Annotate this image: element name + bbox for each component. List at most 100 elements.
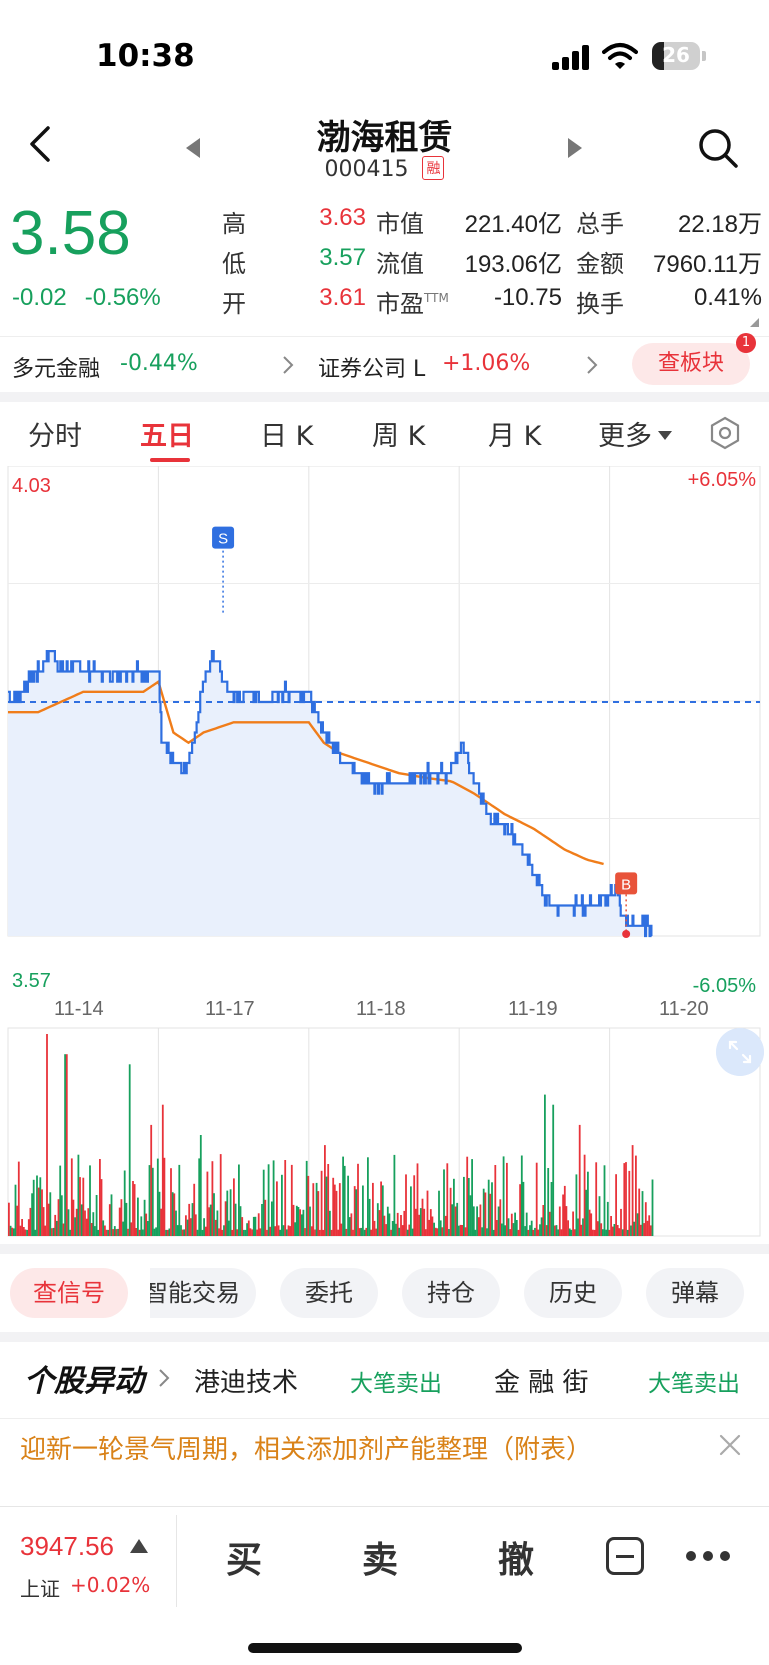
volume-bar [343, 1165, 346, 1236]
volume-bar [59, 1165, 62, 1236]
volume-bar [69, 1229, 71, 1236]
volume-bar [60, 1195, 63, 1236]
volume-bar [208, 1207, 210, 1236]
next-stock-icon[interactable] [566, 138, 584, 158]
volume-bar [491, 1182, 493, 1236]
volume-bar [426, 1190, 429, 1236]
tab-weekly-k[interactable]: 周 K [372, 421, 426, 452]
tab-daily-k[interactable]: 日 K [260, 421, 314, 452]
volume-bar [438, 1190, 440, 1236]
search-icon[interactable] [696, 126, 740, 170]
price-chart[interactable]: S B 4.03 3.57 +6.05% -6.05% 11-14 [0, 466, 769, 1006]
volume-bar [176, 1225, 179, 1236]
stock-alert-row[interactable]: 个股异动 港迪技术 大笔卖出 金 融 街 大笔卖出 [0, 1346, 769, 1408]
volume-bar [67, 1209, 70, 1236]
volume-bar [453, 1178, 455, 1236]
volume-bar [618, 1228, 621, 1236]
turnover-value: 0.41% [693, 284, 762, 311]
volume-bar [52, 1227, 55, 1236]
settings-icon[interactable] [708, 416, 742, 450]
volume-bar [434, 1227, 437, 1236]
volume-bar [324, 1145, 326, 1236]
volume-chart[interactable] [0, 1026, 769, 1242]
volume-bar [577, 1218, 579, 1236]
volume-bar [122, 1221, 124, 1236]
volume-bar [105, 1229, 108, 1236]
more-icon[interactable] [686, 1551, 730, 1561]
volume-bar [406, 1229, 409, 1236]
history-chip[interactable]: 历史 [524, 1268, 622, 1318]
volume-bar [153, 1228, 156, 1236]
danmaku-chip[interactable]: 弹幕 [646, 1268, 744, 1318]
close-icon[interactable] [718, 1433, 742, 1457]
volume-bar [419, 1208, 422, 1236]
volume-bar [357, 1163, 359, 1236]
volume-bar [648, 1215, 651, 1236]
check-signal-chip[interactable]: 查信号 [10, 1268, 128, 1318]
headline-banner[interactable]: 迎新一轮景气周期，相关添加剂产能整理（附表） [0, 1418, 769, 1474]
volume-bar [329, 1210, 331, 1236]
back-icon[interactable] [22, 122, 62, 166]
tab-more[interactable]: 更多 [598, 414, 672, 453]
tab-monthly-k[interactable]: 月 K [488, 421, 542, 452]
volume-bar [560, 1229, 563, 1236]
sector-change: -0.44% [120, 351, 198, 376]
volume-bar [118, 1207, 121, 1236]
pct-min-label: -6.05% [693, 975, 757, 997]
volume-bar [472, 1206, 475, 1236]
volume-bar [120, 1199, 123, 1236]
volume-bar [643, 1223, 646, 1236]
positions-chip[interactable]: 持仓 [402, 1268, 500, 1318]
volume-bar [405, 1174, 407, 1236]
volume-bar [302, 1209, 305, 1236]
volume-value: 22.18万 [677, 211, 762, 238]
sell-button[interactable]: 卖 [362, 1540, 399, 1581]
volume-bar [431, 1216, 434, 1236]
volume-bar [628, 1170, 631, 1236]
volume-bar [254, 1216, 257, 1236]
tab-intraday[interactable]: 分时 [28, 421, 82, 452]
volume-bar [381, 1185, 384, 1236]
volume-bar [635, 1155, 637, 1236]
volume-bar [367, 1157, 369, 1236]
volume-bar [345, 1228, 348, 1236]
chevron-right-icon [587, 356, 598, 374]
buy-button[interactable]: 买 [226, 1540, 263, 1581]
volume-bar [234, 1203, 237, 1236]
view-board-button[interactable]: 查板块 [632, 343, 750, 385]
volume-bar [94, 1226, 96, 1236]
volume-bar [108, 1204, 111, 1236]
volume-bar [16, 1205, 19, 1236]
volume-bar [209, 1204, 212, 1236]
volume-bar [315, 1182, 318, 1236]
remove-watchlist-icon[interactable] [606, 1537, 644, 1575]
volume-bar [317, 1191, 320, 1236]
volume-bar [185, 1215, 187, 1236]
volume-bar [615, 1174, 617, 1236]
prev-stock-icon[interactable] [184, 138, 202, 158]
volume-bar [274, 1226, 277, 1236]
float-label: 流值 [376, 250, 424, 278]
volume-bar [156, 1158, 159, 1236]
divider [0, 1244, 769, 1254]
volume-bar [127, 1228, 129, 1236]
volume-bar [175, 1210, 177, 1236]
volume-bar [449, 1187, 452, 1236]
volume-bar [261, 1204, 263, 1236]
volume-bar [299, 1209, 301, 1236]
cancel-order-button[interactable]: 撤 [498, 1540, 535, 1581]
signal-marker-b[interactable]: B [615, 872, 638, 938]
tab-five-day[interactable]: 五日 [140, 421, 194, 452]
volume-bar [70, 1158, 73, 1236]
volume-bar [188, 1203, 191, 1236]
volume-bar [155, 1227, 157, 1236]
signal-marker-s[interactable]: S [212, 526, 235, 615]
volume-bar [593, 1229, 596, 1236]
expand-quote-icon[interactable] [750, 318, 759, 327]
volume-bar [186, 1219, 189, 1236]
volume-bar [102, 1220, 105, 1236]
smart-trade-chip[interactable]: 智能交易 [150, 1268, 256, 1318]
volume-bar [499, 1199, 502, 1236]
orders-chip[interactable]: 委托 [280, 1268, 378, 1318]
fullscreen-icon[interactable] [716, 1028, 764, 1076]
